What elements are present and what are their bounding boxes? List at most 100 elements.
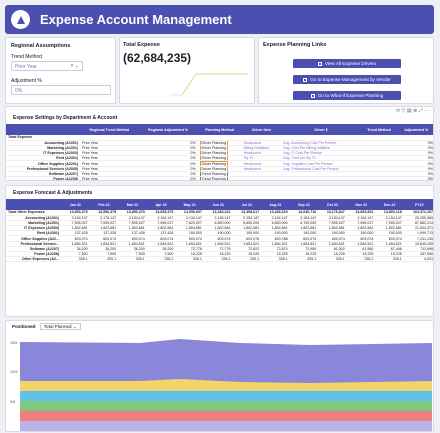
table-cell[interactable]: 603,076 bbox=[232, 235, 262, 242]
table-cell[interactable]: Prior Year bbox=[80, 145, 139, 152]
table-cell[interactable]: Headcount bbox=[241, 166, 282, 172]
table-cell[interactable]: Prior Year bbox=[80, 176, 139, 180]
table-cell[interactable]: 15,225 bbox=[289, 251, 319, 258]
table-cell[interactable] bbox=[281, 171, 361, 178]
table-cell[interactable]: 15,225 bbox=[175, 251, 204, 258]
table-row[interactable]: Marketing (A1001) 7,595,027 7,595,027 7,595… bbox=[6, 220, 433, 227]
table-cell[interactable]: 13,833,902 bbox=[346, 210, 376, 216]
table-cell[interactable]: Avg. Accounting Cost Per Person bbox=[281, 140, 361, 146]
table-cell[interactable] bbox=[360, 160, 398, 167]
table-cell[interactable]: 2,154,147 bbox=[146, 215, 176, 221]
table-cell[interactable]: 67,446 bbox=[375, 246, 404, 253]
table-cell[interactable]: 2,154,147 bbox=[375, 215, 404, 221]
column-header[interactable]: Regional Adjustment % bbox=[138, 124, 198, 135]
table-cell[interactable]: 1,654,521 bbox=[375, 241, 404, 247]
table-row[interactable]: Rent (A2301) Prior Year 0% Driver Planning S… bbox=[6, 155, 433, 162]
table-cell[interactable] bbox=[241, 171, 282, 178]
table-cell[interactable]: 2,176,147 bbox=[89, 215, 119, 221]
table-cell[interactable]: Avg. Cost per Sq. Ft. bbox=[281, 155, 361, 162]
table-cell[interactable] bbox=[360, 171, 398, 178]
table-cell[interactable]: Headcount bbox=[241, 160, 282, 167]
table-cell[interactable]: Driver Planning bbox=[197, 145, 242, 152]
table-cell[interactable] bbox=[360, 166, 398, 172]
table-cell[interactable]: 7,595,027 bbox=[118, 220, 147, 227]
table-cell[interactable]: 72,874 bbox=[261, 246, 290, 253]
table-cell[interactable]: Avg. Professional Cost Per Person bbox=[281, 166, 361, 172]
adjustment-input[interactable]: 0% bbox=[11, 85, 111, 95]
planning-method-select[interactable]: Trend Planning bbox=[199, 171, 228, 176]
table-cell[interactable]: 603,074 bbox=[318, 235, 347, 242]
column-header[interactable]: Aug 22 bbox=[261, 199, 290, 210]
table-cell[interactable]: Sq. Ft. bbox=[241, 155, 282, 162]
table-cell[interactable]: Prior Year bbox=[80, 166, 139, 172]
table-row[interactable]: Professional Service... 1,654,521 1,654,52… bbox=[6, 241, 433, 247]
table-cell[interactable]: 190,000 bbox=[318, 230, 347, 237]
table-cell[interactable]: 2,134,147 bbox=[175, 215, 204, 221]
table-cell[interactable]: 0% bbox=[397, 150, 433, 157]
table-cell[interactable]: 1,654,521 bbox=[61, 241, 90, 247]
table-cell[interactable]: 603,074 bbox=[346, 235, 376, 242]
planning-method-select[interactable]: Driver Planning bbox=[199, 140, 229, 145]
table-row[interactable]: Accounting (A1001) 2,154,147 2,176,147 2,15… bbox=[6, 215, 433, 221]
table-row[interactable]: Professional Services (A2005) Prior Year 0… bbox=[6, 166, 433, 172]
table-cell[interactable]: 190,000 bbox=[175, 230, 204, 237]
table-cell[interactable]: 603,074 bbox=[375, 235, 404, 242]
table-cell[interactable]: 7,595,027 bbox=[318, 220, 347, 227]
table-cell[interactable]: 1,802,681 bbox=[118, 225, 147, 232]
table-cell[interactable]: 2,154,147 bbox=[289, 215, 319, 221]
table-cell[interactable]: Trend Planning bbox=[197, 176, 242, 180]
table-cell[interactable]: 7,500 bbox=[61, 251, 90, 258]
table-cell[interactable]: 13,283,221 bbox=[203, 210, 233, 216]
table-cell[interactable]: 335.1 bbox=[375, 256, 404, 263]
table-row[interactable]: Accounting (A1001) Prior Year 0% Driver Pla… bbox=[6, 140, 433, 146]
table-cell[interactable]: 25,250,969 bbox=[403, 215, 433, 221]
table-cell[interactable]: 14,040,716 bbox=[289, 210, 319, 216]
table-cell[interactable]: 603,074 bbox=[289, 235, 319, 242]
table-cell[interactable]: 190,000 bbox=[346, 230, 376, 237]
column-header[interactable] bbox=[6, 124, 81, 135]
table-cell[interactable] bbox=[241, 135, 282, 141]
column-header[interactable]: Adjustment % bbox=[397, 124, 433, 135]
column-header[interactable]: Mar 22 bbox=[118, 199, 147, 210]
column-header[interactable]: Dec 22 bbox=[375, 199, 404, 210]
table-cell[interactable] bbox=[360, 176, 398, 180]
table-cell[interactable]: 15,225 bbox=[375, 251, 404, 258]
table-row[interactable]: Power (A2208) Prior Year 0% Trend Planning 0… bbox=[6, 176, 433, 180]
table-cell[interactable]: 1,654,521 bbox=[118, 241, 147, 247]
table-cell[interactable]: 72,822 bbox=[232, 246, 262, 253]
table-cell[interactable]: 0% bbox=[138, 145, 198, 152]
table-cell[interactable]: 0% bbox=[138, 160, 198, 167]
table-cell[interactable]: 19,845,295 bbox=[403, 241, 433, 247]
table-row[interactable]: Total Expense bbox=[6, 135, 433, 141]
table-cell[interactable]: Prior Year bbox=[80, 150, 139, 157]
table-cell[interactable]: 1,802,681 bbox=[375, 225, 404, 232]
table-cell[interactable]: 335.1 bbox=[203, 256, 233, 263]
table-cell[interactable]: 2,136,147 bbox=[203, 215, 233, 221]
table-cell[interactable]: 13,283,319 bbox=[261, 210, 290, 216]
table-cell[interactable]: Prior Year bbox=[80, 155, 139, 162]
table-cell[interactable]: 7,595,027 bbox=[61, 220, 90, 227]
table-cell[interactable]: 1,654,521 bbox=[289, 241, 319, 247]
table-cell[interactable]: Headcount bbox=[241, 140, 282, 146]
table-cell[interactable]: 21,634,371 bbox=[403, 225, 433, 232]
table-cell[interactable] bbox=[80, 135, 139, 141]
table-cell[interactable]: Avg. Supplies Cost Per Person bbox=[281, 160, 361, 167]
table-cell[interactable]: 36,200 bbox=[61, 246, 90, 253]
column-header[interactable]: FY22 bbox=[403, 199, 433, 210]
table-cell[interactable]: 1,802,681 bbox=[289, 225, 319, 232]
table-cell[interactable]: 603,074 bbox=[175, 235, 204, 242]
table-cell[interactable]: 1,654,521 bbox=[89, 241, 119, 247]
column-header[interactable]: Driver Item bbox=[241, 124, 282, 135]
table-cell[interactable]: 13,850,379 bbox=[118, 210, 147, 216]
table-cell[interactable]: 1,802,681 bbox=[346, 225, 376, 232]
vendor-link-button[interactable]: Go to Expense Management by Vendor bbox=[293, 75, 401, 84]
table-cell[interactable]: 14,059,937 bbox=[175, 210, 204, 216]
table-cell[interactable]: 1,802,681 bbox=[146, 225, 176, 232]
column-header[interactable]: May 22 bbox=[175, 199, 204, 210]
table-cell[interactable]: Driver Planning bbox=[197, 160, 242, 167]
table-cell[interactable]: 72,776 bbox=[175, 246, 204, 253]
table-cell[interactable] bbox=[360, 150, 398, 157]
table-cell[interactable]: 164,372,207 bbox=[403, 210, 433, 216]
table-cell[interactable]: Driver Planning bbox=[197, 166, 242, 172]
column-header[interactable]: Jul 22 bbox=[232, 199, 262, 210]
